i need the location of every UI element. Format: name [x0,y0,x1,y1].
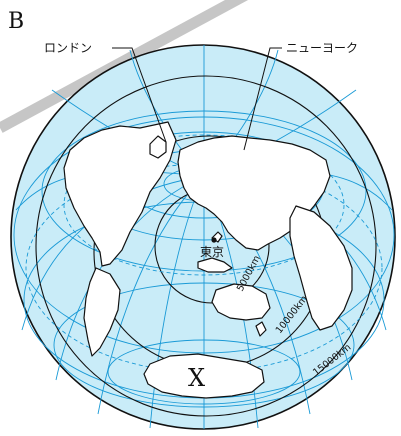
tokyo-marker [211,237,217,243]
label-antarctica-x: X [188,364,205,392]
new-zealand [255,321,267,337]
diagonal-stripe [0,0,249,133]
south-america [83,267,121,357]
north-america [63,121,177,267]
label-newyork: ニューヨーク [286,41,358,55]
panel-label: B [8,9,24,34]
leader-lines [112,47,282,151]
africa [289,205,353,331]
antarctica [143,353,265,399]
land [63,121,353,399]
australia [211,283,271,321]
greenland [149,135,167,159]
indonesia [197,257,233,273]
label-london: ロンドン [44,41,92,55]
label-tokyo: 東京 [200,245,224,259]
